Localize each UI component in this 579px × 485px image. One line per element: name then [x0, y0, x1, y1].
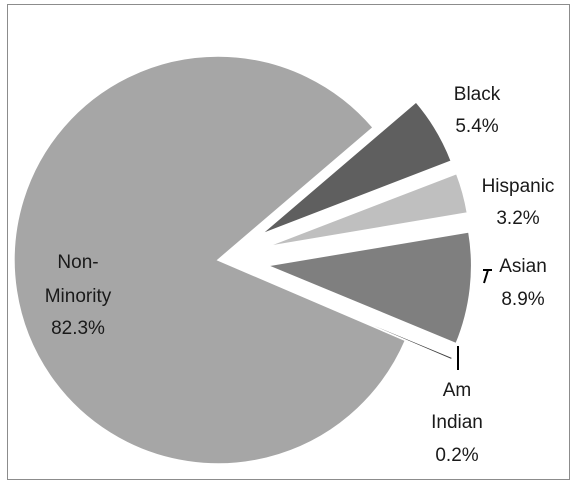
- data-label-am-indian-percent: 0.2%: [435, 445, 478, 466]
- data-label-am-indian-name-1: Indian: [431, 412, 483, 433]
- data-label-asian-percent: 8.9%: [501, 289, 544, 310]
- data-label-black-percent: 5.4%: [455, 116, 498, 137]
- pie-slice-non-minority: [13, 55, 407, 465]
- leader-line-asian-tail: [483, 269, 489, 284]
- data-label-hispanic-percent: 3.2%: [496, 208, 539, 229]
- data-label-non-minority-percent: 82.3%: [51, 318, 105, 339]
- pie-slice-hispanic: [265, 172, 469, 248]
- data-label-black-name-0: Black: [454, 84, 501, 105]
- data-label-asian-name-0: Asian: [499, 256, 547, 277]
- pie-slice-black: [260, 100, 453, 236]
- data-label-non-minority-name-1: Minority: [45, 286, 112, 307]
- pie-slice-asian: [264, 230, 473, 345]
- data-label-non-minority-name-0: Non-: [57, 252, 98, 273]
- data-label-hispanic-name-0: Hispanic: [482, 176, 555, 197]
- data-label-am-indian-name-0: Am: [443, 380, 472, 401]
